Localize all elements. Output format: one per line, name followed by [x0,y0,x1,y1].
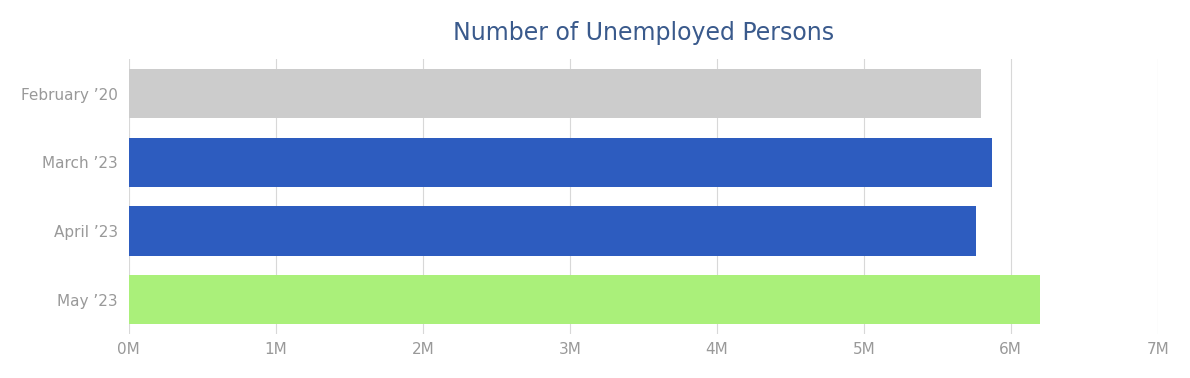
Bar [129,206,976,256]
Bar [129,138,991,187]
Title: Number of Unemployed Persons: Number of Unemployed Persons [452,21,834,45]
Bar [129,69,982,118]
Bar [129,275,1040,324]
